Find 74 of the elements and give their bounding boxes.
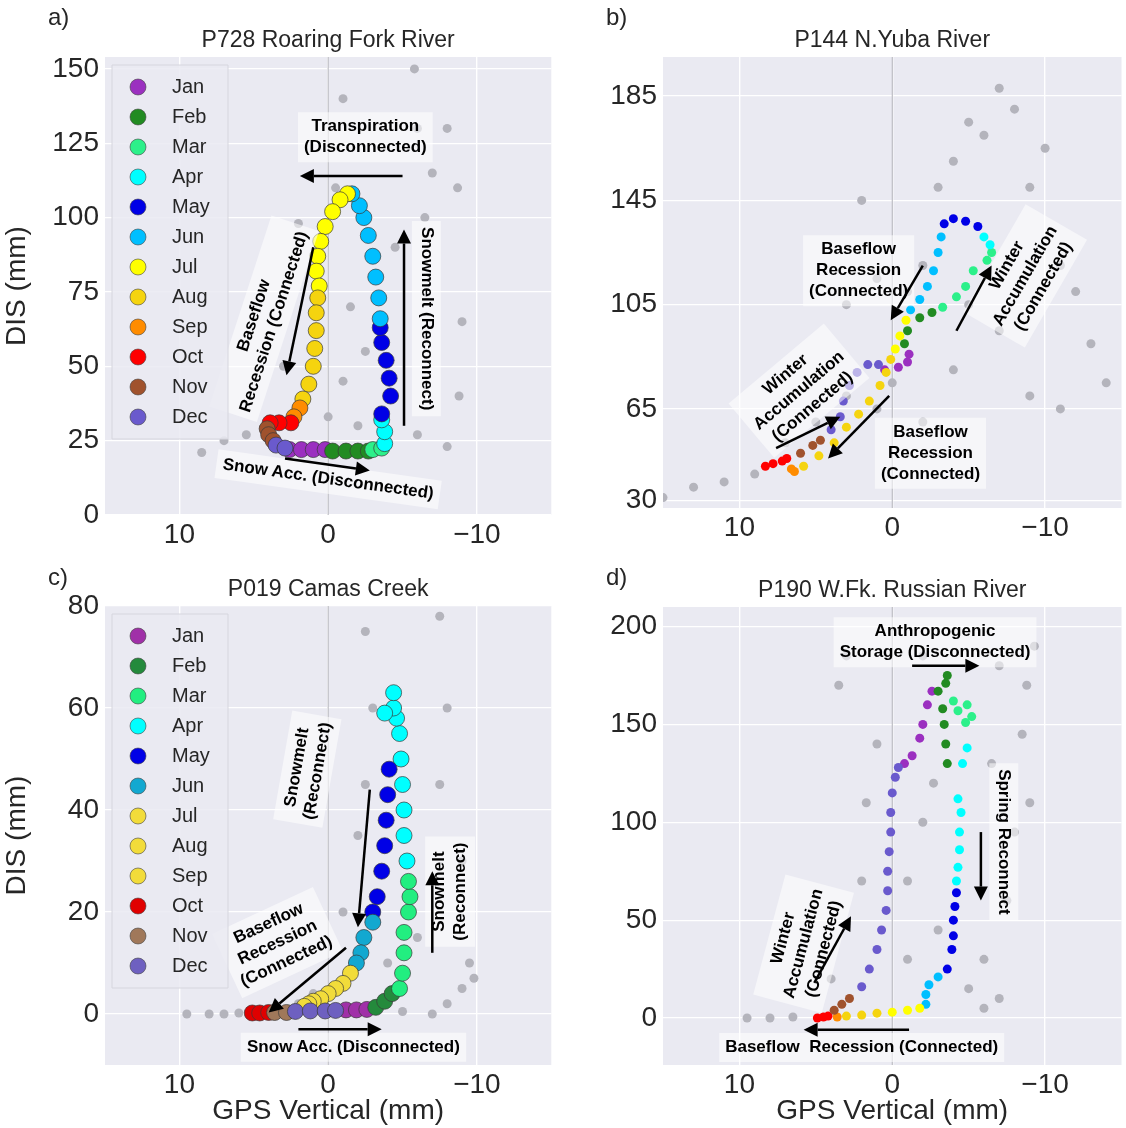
x-tick-label: 10 (723, 1067, 755, 1099)
y-tick-label: 50 (625, 902, 657, 934)
legend-label: Mar (172, 683, 207, 706)
legend-label: Dec (172, 404, 208, 427)
y-tick-label: 105 (610, 287, 657, 319)
x-tick-label: −10 (1021, 510, 1069, 542)
y-tick-label: 145 (610, 183, 657, 215)
legend-label: Jul (172, 803, 198, 826)
y-axis-title: DIS (mm) (0, 226, 31, 346)
y-tick-label: 25 (67, 423, 99, 455)
legend-label: Aug (172, 284, 208, 307)
y-tick-label: 50 (67, 349, 99, 381)
legend-label: Jan (172, 74, 205, 97)
legend-label: Dec (172, 953, 208, 976)
x-tick-label: −10 (453, 1067, 501, 1099)
text: d) (606, 562, 628, 590)
legend-label: Jul (172, 254, 198, 277)
x-tick-label: 0 (884, 510, 901, 542)
chart-title: P144 N.Yuba River (794, 26, 991, 52)
legend-label: Feb (172, 104, 207, 127)
x-tick-label: −10 (453, 517, 501, 549)
legend-label: May (172, 743, 210, 766)
legend-label: May (172, 194, 210, 217)
legend-label: Aug (172, 833, 208, 856)
x-tick-label: 10 (163, 1067, 195, 1099)
y-tick-label: 150 (610, 707, 657, 739)
y-tick-label: 20 (67, 894, 99, 926)
annotation: Spring Reconnect (995, 769, 1015, 915)
annotation: Snow Acc. (Disconnected) (247, 1036, 460, 1056)
legend-label: Jun (172, 773, 205, 796)
legend-label: Feb (172, 653, 207, 676)
annotation: Transpiration (Disconnected) (303, 116, 427, 157)
y-tick-label: 100 (610, 805, 657, 837)
legend-label: Oct (172, 344, 204, 367)
legend-label: Oct (172, 893, 204, 916)
legend-label: Sep (172, 863, 208, 886)
annotation: Snowmelt (Reconnect) (417, 227, 437, 411)
x-tick-label: 10 (163, 517, 195, 549)
y-tick-label: 30 (625, 482, 657, 514)
text: b) (606, 2, 628, 30)
x-tick-label: 0 (320, 517, 336, 549)
y-tick-label: 65 (625, 391, 657, 423)
x-tick-label: 10 (723, 510, 755, 542)
text: a) (48, 2, 70, 30)
x-tick-label: −10 (1021, 1067, 1069, 1099)
text: c) (48, 562, 68, 590)
y-tick-label: 0 (641, 1000, 657, 1032)
y-tick-label: 80 (67, 588, 99, 620)
legend-label: Jun (172, 224, 205, 247)
annotation: Baseflow Recession (Connected) (725, 1037, 999, 1057)
annotation: Baseflow Recession (Connected) (880, 421, 981, 483)
y-tick-label: 0 (83, 996, 99, 1028)
chart-title: P019 Camas Creek (227, 575, 429, 601)
chart-title: P728 Roaring Fork River (201, 26, 456, 52)
y-tick-label: 150 (52, 51, 99, 83)
legend-label: Nov (172, 374, 208, 397)
annotation: Baseflow Recession (Connected) (809, 239, 909, 301)
annotation: Snowmelt (Reconnect) (429, 842, 470, 941)
annotation: Anthropogenic Storage (Disconnected) (839, 621, 1031, 662)
y-tick-label: 185 (610, 78, 657, 110)
y-tick-label: 200 (610, 609, 657, 641)
legend-label: Apr (172, 164, 204, 187)
y-axis-title: DIS (mm) (0, 775, 31, 896)
y-tick-label: 60 (67, 690, 99, 722)
y-tick-label: 125 (52, 125, 99, 157)
y-tick-label: 100 (52, 200, 99, 232)
legend-label: Apr (172, 713, 204, 736)
chart-title: P190 W.Fk. Russian River (758, 576, 1027, 602)
legend-label: Sep (172, 314, 208, 337)
y-tick-label: 40 (67, 792, 99, 824)
legend-label: Nov (172, 923, 208, 946)
legend-label: Mar (172, 134, 207, 157)
y-tick-label: 75 (67, 274, 99, 306)
legend-label: Jan (172, 623, 205, 646)
